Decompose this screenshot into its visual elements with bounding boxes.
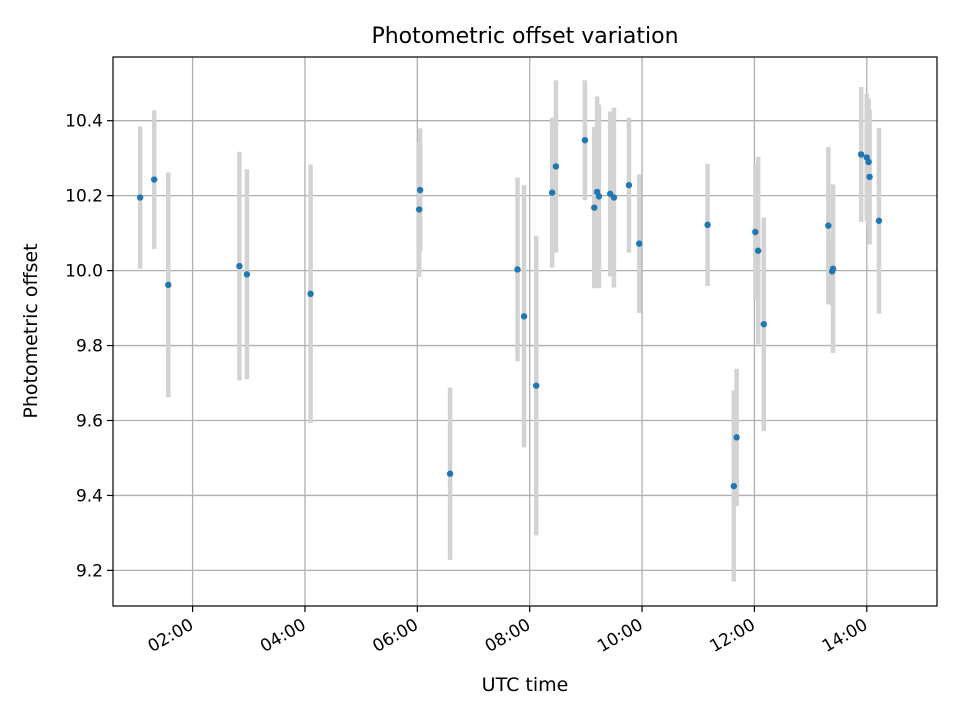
x-tick-label: 02:00 xyxy=(145,615,197,657)
y-tick-label: 10.2 xyxy=(65,187,103,207)
data-point xyxy=(581,136,589,144)
data-point xyxy=(825,222,832,229)
y-tick-label: 9.2 xyxy=(76,561,103,581)
data-point xyxy=(760,320,767,328)
data-point xyxy=(857,151,865,158)
x-axis-ticks: 02:00 04:00 06:00 08:00 10:00 12:00 14:00 xyxy=(145,606,871,657)
data-point xyxy=(733,434,740,441)
data-point xyxy=(636,240,643,247)
y-axis-label: Photometric offset xyxy=(20,243,42,418)
y-tick-label: 10.0 xyxy=(65,262,103,282)
x-axis-label: UTC time xyxy=(482,674,569,696)
data-point xyxy=(151,176,158,183)
data-point xyxy=(514,266,521,273)
y-tick-label: 9.8 xyxy=(76,337,103,357)
x-tick-label: 12:00 xyxy=(706,615,758,657)
x-tick-label: 14:00 xyxy=(819,615,871,657)
data-point xyxy=(136,194,144,201)
data-point xyxy=(533,382,540,389)
data-point xyxy=(236,262,243,270)
x-tick-label: 08:00 xyxy=(482,615,534,657)
x-tick-label: 10:00 xyxy=(594,615,646,657)
chart-title: Photometric offset variation xyxy=(371,24,678,49)
data-point xyxy=(415,206,423,213)
y-tick-label: 9.6 xyxy=(76,412,103,432)
data-point xyxy=(730,482,738,490)
error-bars xyxy=(137,80,882,582)
y-axis-ticks: 9.2 9.4 9.6 9.8 10.0 10.2 10.4 xyxy=(65,112,113,581)
data-points xyxy=(136,136,883,490)
y-tick-label: 10.4 xyxy=(65,112,103,132)
data-point xyxy=(704,221,711,229)
data-point xyxy=(552,163,560,170)
data-point xyxy=(243,271,251,278)
data-point xyxy=(610,194,618,201)
x-tick-label: 04:00 xyxy=(257,615,309,657)
data-point xyxy=(866,173,873,181)
data-point xyxy=(416,186,424,194)
data-point xyxy=(595,193,603,200)
data-point xyxy=(829,265,837,272)
data-point xyxy=(520,313,528,320)
plot-frame xyxy=(112,56,938,607)
data-point xyxy=(754,247,762,254)
y-tick-label: 9.4 xyxy=(76,486,103,506)
data-point xyxy=(591,204,598,211)
data-point xyxy=(875,217,883,224)
data-point xyxy=(865,158,872,166)
data-point xyxy=(548,189,556,196)
data-point xyxy=(752,228,759,236)
data-point xyxy=(307,290,314,298)
x-tick-label: 06:00 xyxy=(369,615,421,657)
data-point xyxy=(165,281,172,289)
data-point xyxy=(625,181,633,189)
data-point xyxy=(446,470,454,477)
